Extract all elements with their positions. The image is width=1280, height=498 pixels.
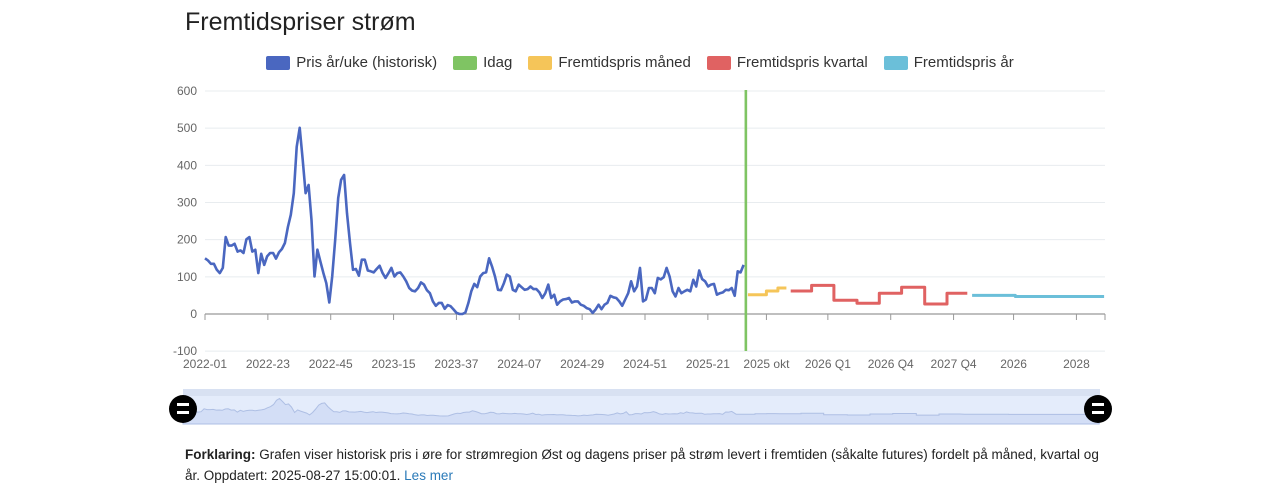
future-price-line	[972, 293, 1105, 298]
y-tick-label: 0	[190, 307, 197, 321]
legend-item[interactable]: Fremtidspris år	[883, 54, 1014, 71]
x-tick-label: 2025-21	[686, 357, 730, 371]
y-tick-label: 500	[177, 121, 197, 135]
navigator-handle[interactable]	[1084, 395, 1112, 423]
chart-title: Fremtidspriser strøm	[185, 8, 416, 36]
legend-label: Fremtidspris måned	[558, 54, 691, 71]
x-tick-label: 2025 okt	[743, 357, 790, 371]
x-tick-label: 2023-37	[434, 357, 478, 371]
x-tick-label: 2022-01	[183, 357, 227, 371]
legend-swatch	[266, 55, 291, 70]
future-price-line	[747, 286, 787, 297]
navigator-series	[182, 397, 1100, 425]
historical-price-line	[204, 126, 745, 316]
legend: Pris år/uke (historisk) Idag Fremtidspris …	[0, 54, 1280, 71]
x-tick-label: 2026 Q1	[805, 357, 851, 371]
legend-item[interactable]: Pris år/uke (historisk)	[266, 54, 437, 71]
x-tick-label: 2022-45	[309, 357, 353, 371]
legend-swatch	[453, 55, 478, 70]
navigator-scrollbar	[183, 389, 1100, 396]
legend-swatch	[883, 55, 908, 70]
explanation-text: Grafen viser historisk pris i øre for st…	[185, 447, 1099, 483]
navigator-handle[interactable]	[169, 395, 197, 423]
x-tick-label: 2026	[1000, 357, 1027, 371]
y-tick-label: 100	[177, 270, 197, 284]
y-tick-label: 600	[177, 84, 197, 98]
x-tick-label: 2022-23	[246, 357, 290, 371]
x-tick-label: 2028	[1063, 357, 1090, 371]
legend-item[interactable]: Idag	[453, 54, 512, 71]
explanation-label: Forklaring:	[185, 447, 256, 462]
legend-label: Fremtidspris år	[913, 54, 1014, 71]
y-tick-label: -100	[173, 344, 197, 358]
read-more-link[interactable]: Les mer	[404, 468, 453, 483]
x-tick-label: 2027 Q4	[931, 357, 977, 371]
legend-swatch	[706, 55, 731, 70]
x-tick-label: 2024-51	[623, 357, 667, 371]
x-tick-label: 2024-29	[560, 357, 604, 371]
legend-swatch	[528, 55, 553, 70]
y-tick-label: 300	[177, 196, 197, 210]
x-tick-label: 2026 Q4	[868, 357, 914, 371]
future-price-line	[790, 283, 968, 306]
legend-label: Pris år/uke (historisk)	[296, 54, 438, 71]
price-chart: -100 0 100 200 300 400 500 600 2022-01 2022-23 202…	[169, 84, 1112, 425]
legend-label: Idag	[483, 54, 513, 71]
y-tick-label: 400	[177, 158, 197, 172]
legend-label: Fremtidspris kvartal	[736, 54, 868, 71]
x-tick-label: 2023-15	[372, 357, 416, 371]
legend-item[interactable]: Fremtidspris kvartal	[706, 54, 868, 71]
explanation: Forklaring: Grafen viser historisk pris …	[185, 444, 1105, 486]
legend-item[interactable]: Fremtidspris måned	[528, 54, 691, 71]
y-tick-label: 200	[177, 233, 197, 247]
x-tick-label: 2024-07	[497, 357, 541, 371]
